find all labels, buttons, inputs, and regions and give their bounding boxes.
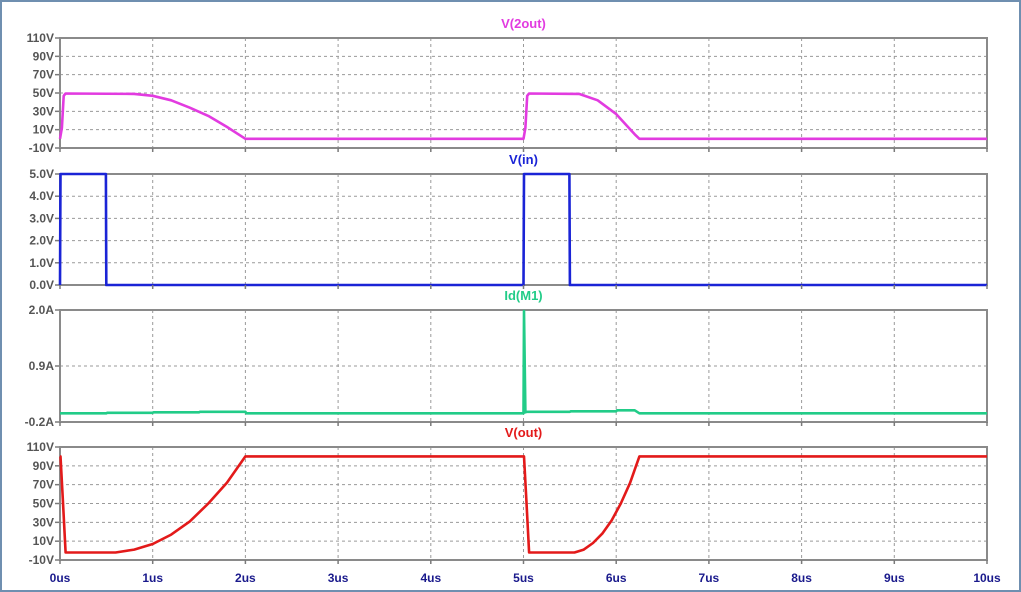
trace-title-id-m1: Id(M1) [504, 288, 542, 303]
y-tick-label: 1.0V [29, 256, 54, 270]
y-tick-label: 10V [33, 534, 54, 548]
y-tick-label: -10V [29, 141, 54, 155]
x-tick-label: 6us [606, 571, 627, 585]
x-tick-label: 5us [513, 571, 534, 585]
x-tick-label: 4us [420, 571, 441, 585]
x-tick-label: 0us [50, 571, 71, 585]
x-axis: 0us 1us 2us 3us 4us 5us 6us 7us 8us 9us 10us [50, 571, 1001, 585]
x-tick-label: 1us [142, 571, 163, 585]
panel-v-in: 0.0V 1.0V 2.0V 3.0V 4.0V 5.0V V(in) [29, 152, 988, 292]
trace-title-v-out: V(out) [505, 425, 543, 440]
y-tick-label: 30V [33, 515, 54, 529]
panel-v-2out: -10V 10V 30V 50V 70V 90V 110V V(2out) [27, 16, 988, 155]
y-tick-label: 110V [27, 440, 54, 454]
trace-title-v-2out: V(2out) [501, 16, 546, 31]
panel-v-out: -10V 10V 30V 50V 70V 90V 110V V(out) [27, 425, 988, 567]
x-tick-label: 3us [328, 571, 349, 585]
y-tick-label: 10V [33, 123, 54, 137]
y-tick-label: 90V [33, 49, 54, 63]
x-tick-label: 9us [884, 571, 905, 585]
trace-v-2out [58, 92, 987, 141]
y-tick-label: 2.0A [29, 303, 55, 317]
y-tick-label: 50V [33, 86, 54, 100]
y-tick-label: 110V [27, 31, 54, 45]
trace-v-out [59, 455, 987, 554]
y-tick-label: 70V [33, 68, 54, 82]
x-tick-label: 8us [791, 571, 812, 585]
y-tick-label: 4.0V [29, 189, 54, 203]
trace-v-in [58, 172, 987, 287]
y-tick-label: 30V [33, 104, 54, 118]
y-tick-label: 70V [33, 478, 54, 492]
y-tick-label: 2.0V [29, 234, 54, 248]
y-tick-label: 50V [33, 497, 54, 511]
x-tick-label: 7us [699, 571, 720, 585]
x-tick-label: 10us [973, 571, 1001, 585]
trace-id-m1 [60, 309, 987, 415]
y-tick-label: 90V [33, 459, 54, 473]
y-tick-label: 3.0V [29, 211, 54, 225]
y-tick-label: -0.2A [25, 415, 55, 429]
y-tick-label: 5.0V [29, 167, 54, 181]
y-tick-label: -10V [29, 553, 54, 567]
y-tick-label: 0.0V [29, 278, 54, 292]
trace-title-v-in: V(in) [509, 152, 538, 167]
y-tick-label: 0.9A [29, 359, 55, 373]
panel-id-m1: -0.2A 0.9A 2.0A Id(M1) [25, 288, 988, 429]
x-tick-label: 2us [235, 571, 256, 585]
